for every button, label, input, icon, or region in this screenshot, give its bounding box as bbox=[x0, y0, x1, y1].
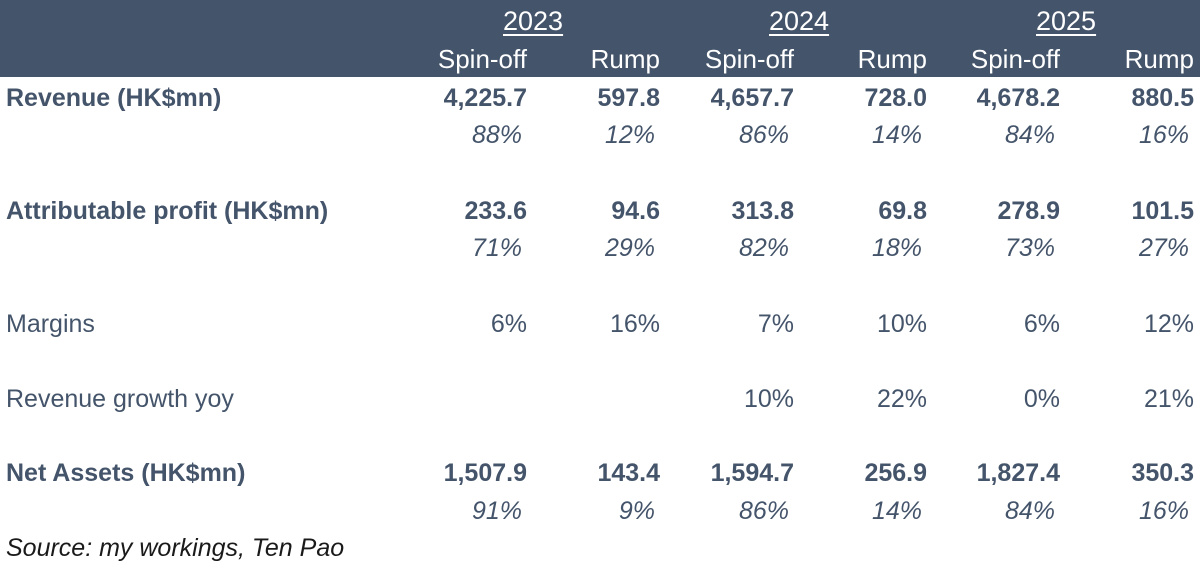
table-cell: 143.4 bbox=[597, 459, 660, 487]
column-header-2023-spin-off: Spin-off bbox=[437, 44, 527, 74]
row-label-revenue-growth: Revenue growth yoy bbox=[6, 385, 234, 413]
share-cell: 82% bbox=[738, 234, 789, 262]
share-cell: 86% bbox=[738, 497, 789, 525]
row-label-revenue: Revenue (HK$mn) bbox=[6, 84, 222, 112]
share-cell: 91% bbox=[471, 497, 522, 525]
column-header-2025-rump: Rump bbox=[1124, 44, 1194, 74]
share-cell: 84% bbox=[1004, 497, 1055, 525]
share-cell: 16% bbox=[1138, 497, 1189, 525]
table-cell: 22% bbox=[876, 385, 927, 413]
share-cell: 86% bbox=[738, 121, 789, 149]
table-cell: 728.0 bbox=[864, 84, 927, 112]
share-cell: 12% bbox=[604, 121, 655, 149]
table-cell: 6% bbox=[1023, 310, 1060, 338]
share-cell: 18% bbox=[871, 234, 922, 262]
share-cell: 84% bbox=[1004, 121, 1055, 149]
share-cell: 16% bbox=[1138, 121, 1189, 149]
table-cell: 7% bbox=[757, 310, 794, 338]
year-2025-header: 2025 bbox=[1036, 6, 1097, 36]
table-cell: 4,225.7 bbox=[443, 84, 527, 112]
table-cell: 69.8 bbox=[878, 197, 927, 225]
share-cell: 29% bbox=[604, 234, 655, 262]
table-cell: 1,594.7 bbox=[710, 459, 794, 487]
share-cell: 73% bbox=[1004, 234, 1055, 262]
table-cell: 313.8 bbox=[731, 197, 794, 225]
table-cell: 278.9 bbox=[997, 197, 1060, 225]
share-cell: 14% bbox=[871, 497, 922, 525]
table-cell: 94.6 bbox=[611, 197, 660, 225]
row-label-margins: Margins bbox=[6, 310, 95, 338]
table-cell: 4,678.2 bbox=[976, 84, 1060, 112]
year-2024-header: 2024 bbox=[769, 6, 830, 36]
column-header-2024-spin-off: Spin-off bbox=[704, 44, 794, 74]
table-cell: 21% bbox=[1143, 385, 1194, 413]
table-cell: 101.5 bbox=[1131, 197, 1194, 225]
row-label-attributable-profit: Attributable profit (HK$mn) bbox=[6, 197, 329, 225]
table-cell: 6% bbox=[490, 310, 527, 338]
row-label-net-assets: Net Assets (HK$mn) bbox=[6, 459, 246, 487]
column-header-2025-spin-off: Spin-off bbox=[970, 44, 1060, 74]
table-header: 2023 2024 2025 Spin-off Rump Spin-off Ru… bbox=[0, 0, 1200, 77]
column-header-2024-rump: Rump bbox=[857, 44, 927, 74]
table-cell: 0% bbox=[1023, 385, 1060, 413]
table-cell: 1,507.9 bbox=[443, 459, 527, 487]
table-cell: 16% bbox=[609, 310, 660, 338]
share-cell: 14% bbox=[871, 121, 922, 149]
share-cell: 9% bbox=[618, 497, 655, 525]
share-cell: 88% bbox=[471, 121, 522, 149]
table-cell: 1,827.4 bbox=[976, 459, 1060, 487]
share-cell: 71% bbox=[471, 234, 522, 262]
table-cell: 10% bbox=[876, 310, 927, 338]
table-cell: 12% bbox=[1143, 310, 1194, 338]
table-cell: 350.3 bbox=[1131, 459, 1194, 487]
table-cell: 880.5 bbox=[1131, 84, 1194, 112]
table-cell: 597.8 bbox=[597, 84, 660, 112]
column-header-2023-rump: Rump bbox=[590, 44, 660, 74]
table-cell: 10% bbox=[743, 385, 794, 413]
year-2023-header: 2023 bbox=[503, 6, 564, 36]
share-cell: 27% bbox=[1138, 234, 1189, 262]
source-note: Source: my workings, Ten Pao bbox=[6, 534, 345, 562]
table-cell: 233.6 bbox=[464, 197, 527, 225]
table-cell: 4,657.7 bbox=[710, 84, 794, 112]
table-cell: 256.9 bbox=[864, 459, 927, 487]
